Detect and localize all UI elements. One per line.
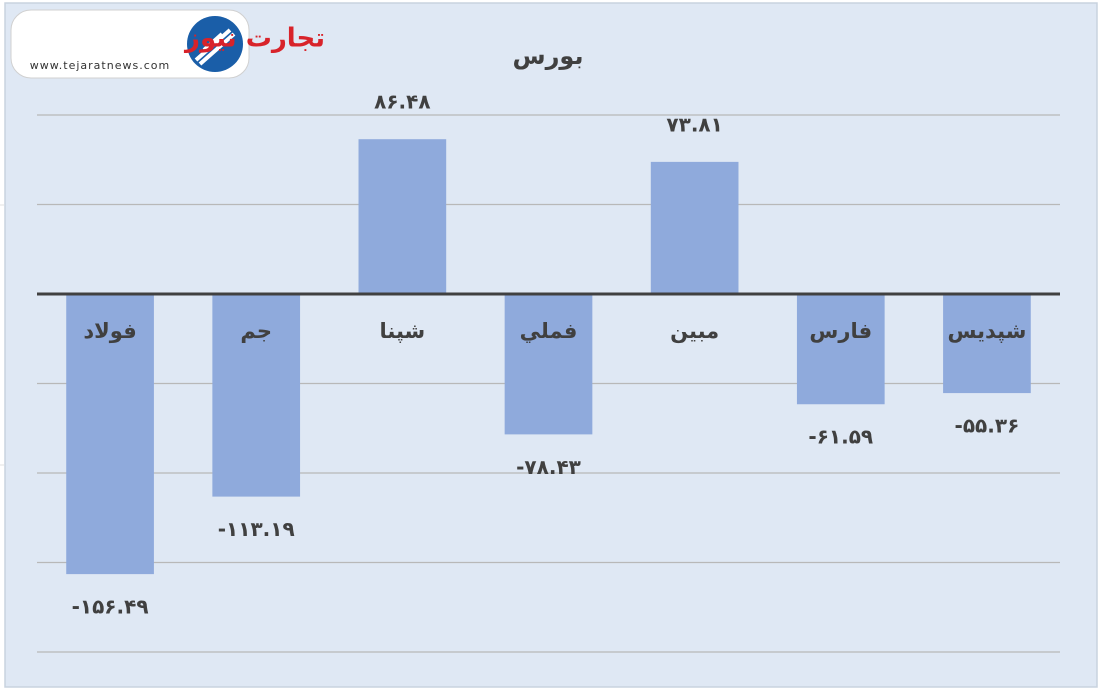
value-label: -۵۵.۳۶ bbox=[955, 414, 1020, 438]
bar bbox=[358, 139, 447, 294]
logo-box bbox=[10, 9, 250, 79]
bar bbox=[66, 294, 154, 575]
chart-title: بورس bbox=[513, 42, 584, 70]
category-label: شپنا bbox=[380, 319, 426, 343]
category-label: جم bbox=[240, 319, 272, 343]
category-label: فارس bbox=[809, 319, 872, 343]
bar bbox=[796, 294, 885, 405]
value-label: -۱۱۳.۱۹ bbox=[218, 517, 295, 541]
logo-arrow bbox=[194, 28, 236, 66]
value-label: -۷۸.۴۳ bbox=[516, 455, 581, 479]
bar bbox=[212, 294, 301, 497]
bar bbox=[504, 294, 593, 435]
bar bbox=[943, 294, 1031, 394]
category-label: مبين bbox=[670, 319, 719, 343]
value-label: ۷۳.۸۱ bbox=[666, 112, 722, 136]
value-label: -۱۵۶.۴۹ bbox=[72, 595, 149, 619]
value-label: -۶۱.۵۹ bbox=[808, 425, 873, 449]
category-label: شپديس bbox=[947, 319, 1026, 343]
logo: تجارت نیوز www.tejaratnews.com bbox=[10, 9, 325, 79]
logo-name: تجارت نیوز bbox=[183, 24, 325, 54]
category-label: فولاد bbox=[83, 319, 136, 343]
logo-url: www.tejaratnews.com bbox=[30, 59, 170, 72]
plot: فولاد -۱۵۶.۴۹ جم -۱۱۳.۱۹ شپنا ۸۶.۴۸ فملي -۷۸.۴۳… bbox=[37, 90, 1060, 653]
value-label: ۸۶.۴۸ bbox=[374, 90, 430, 114]
bar bbox=[650, 161, 739, 294]
category-label: فملي bbox=[520, 319, 578, 343]
